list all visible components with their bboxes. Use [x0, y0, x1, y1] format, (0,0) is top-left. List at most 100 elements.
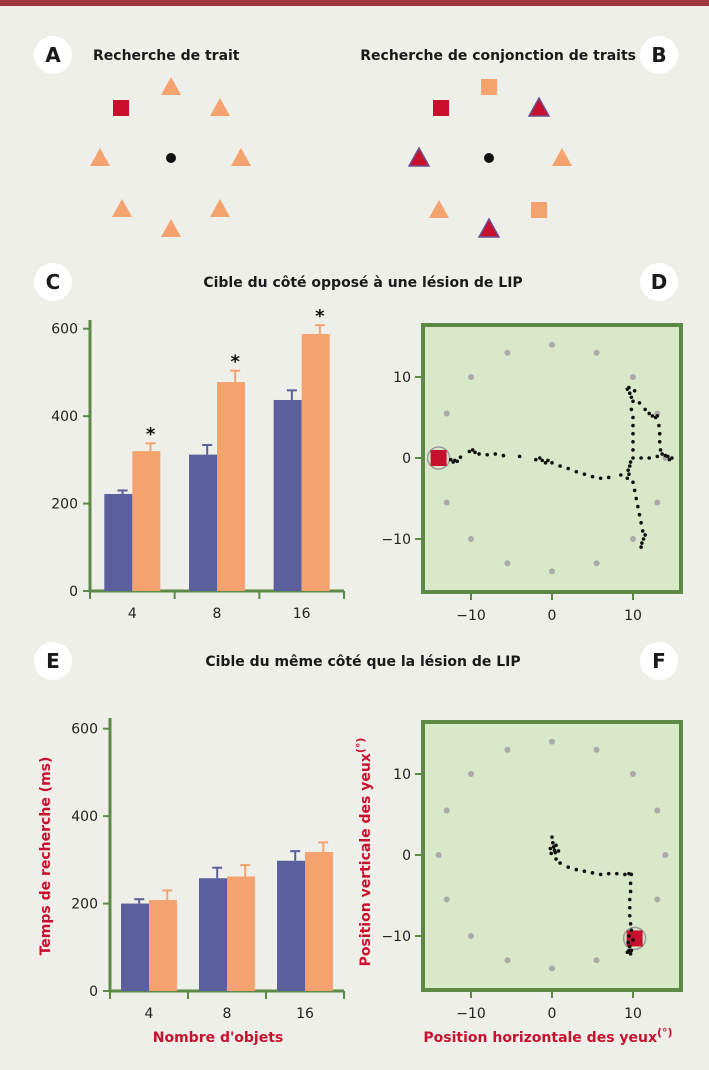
eye-position-sample	[501, 453, 506, 458]
stimulus-triangle	[210, 98, 230, 116]
eye-position-sample	[670, 456, 674, 460]
item-location	[504, 746, 511, 753]
eye-position-sample	[553, 850, 558, 855]
significance-marker: *	[230, 352, 240, 373]
x-tick-label: 16	[293, 606, 311, 622]
item-location	[630, 771, 636, 777]
fixation-dot	[484, 153, 494, 163]
chart-f-xlabel-text: Position horizontale des yeux	[423, 1030, 657, 1046]
x-tick-label: 0	[548, 608, 557, 624]
badge-c-letter: C	[46, 270, 61, 294]
eye-position-sample	[598, 872, 603, 877]
item-location	[443, 410, 450, 417]
stimulus-triangle	[161, 77, 181, 95]
eye-position-sample	[598, 476, 603, 481]
eye-position-sample	[631, 480, 635, 485]
eye-position-sample	[660, 452, 664, 456]
eye-position-sample	[582, 472, 587, 477]
eye-position-sample	[631, 938, 635, 942]
x-tick-label: 0	[548, 1006, 557, 1022]
target-square	[430, 450, 447, 466]
eye-position-sample	[628, 460, 633, 464]
eye-position-sample	[666, 454, 670, 459]
eye-position-sample	[657, 440, 662, 444]
salmon-bar	[217, 382, 245, 591]
eye-position-sample	[629, 872, 634, 877]
target-ring	[426, 446, 451, 470]
x-tick-label: 8	[223, 1006, 232, 1022]
eye-position-sample	[606, 871, 611, 876]
eye-position-sample	[546, 458, 550, 463]
eye-position-sample	[455, 459, 460, 464]
badge-e	[34, 642, 72, 680]
eye-position-sample	[628, 922, 633, 926]
item-location	[593, 957, 600, 964]
eye-position-sample	[629, 928, 634, 933]
y-tick-label: 0	[89, 984, 98, 1000]
item-location	[468, 374, 474, 380]
panel-a-title: Recherche de trait	[93, 48, 240, 64]
badge-e-letter: E	[46, 649, 60, 673]
feature-search-display	[90, 77, 251, 237]
stimulus-square	[531, 202, 547, 218]
eye-position-sample	[566, 466, 570, 471]
stimulus-square	[433, 100, 449, 116]
plot-area	[421, 720, 683, 992]
y-tick-label: 0	[69, 584, 78, 600]
eye-position-sample	[566, 865, 570, 869]
salmon-bar	[305, 851, 333, 991]
eye-position-sample	[448, 457, 453, 462]
stimulus-triangle	[90, 148, 110, 166]
y-tick-label: 600	[71, 722, 98, 738]
eye-position-sample	[625, 476, 630, 481]
y-tick-label: 200	[51, 497, 78, 513]
eye-position-sample	[458, 455, 463, 459]
eye-position-sample	[636, 504, 640, 509]
eye-position-sample	[626, 468, 630, 472]
eye-position-sample	[550, 835, 554, 839]
target-square	[626, 930, 643, 947]
badge-a-letter: A	[45, 43, 61, 67]
eye-position-sample	[657, 423, 661, 428]
item-location	[504, 957, 511, 964]
eye-position-sample	[655, 454, 660, 459]
badge-a	[34, 36, 72, 74]
y-tick-label: 0	[402, 848, 411, 864]
item-location	[593, 746, 600, 753]
badge-d-letter: D	[651, 270, 668, 294]
conjunction-search-display	[407, 79, 572, 238]
stimulus-square	[481, 79, 497, 95]
x-tick-label: −10	[456, 1006, 486, 1022]
eye-position-sample	[643, 407, 647, 412]
salmon-bar	[301, 333, 330, 591]
eye-position-sample	[470, 448, 475, 452]
chart-f-xlabel-unit: (°)	[657, 1026, 673, 1039]
badge-f-letter: F	[652, 649, 666, 673]
eye-position-sample	[493, 452, 498, 456]
eye-position-sample	[551, 841, 555, 845]
eye-position-sample	[655, 414, 660, 418]
item-location	[549, 341, 555, 348]
eye-position-sample	[631, 431, 635, 436]
item-location	[468, 536, 474, 542]
eye-position-sample	[556, 849, 561, 853]
eye-position-sample	[627, 385, 631, 390]
item-location	[443, 499, 450, 506]
blue-bar	[273, 399, 302, 591]
chart-e-ylabel: Temps de recherche (ms)	[38, 757, 54, 956]
item-location	[549, 568, 555, 575]
eye-position-sample	[590, 474, 595, 479]
eye-position-sample	[549, 851, 553, 856]
eye-trace-plot-d: −10 0 10 10 0 −10	[381, 323, 683, 624]
y-tick-label: 400	[51, 409, 78, 425]
eye-position-sample	[631, 415, 635, 420]
badge-f	[640, 642, 678, 680]
stimulus-triangle	[527, 96, 551, 117]
badge-b-letter: B	[651, 43, 666, 67]
eye-position-sample	[629, 407, 634, 412]
chart-f-xlabel: Position horizontale des yeux(°)	[423, 1026, 672, 1046]
stimulus-triangle	[210, 199, 230, 217]
eye-position-sample	[574, 867, 579, 872]
stimulus-triangle	[552, 148, 572, 166]
y-tick-label: 600	[51, 322, 78, 338]
